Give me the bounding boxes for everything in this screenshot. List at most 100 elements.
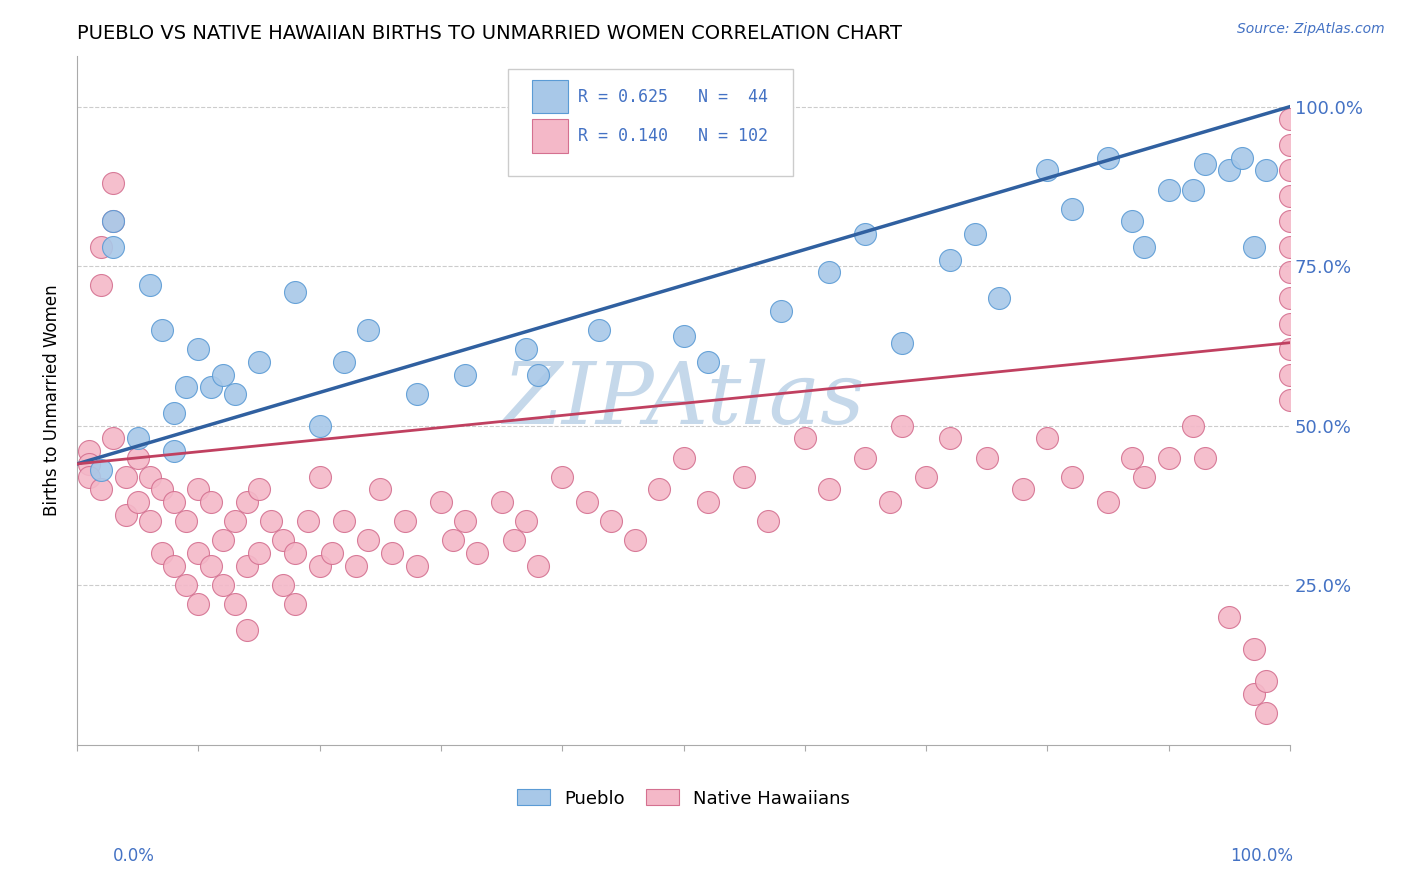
Point [502, 533, 524, 548]
Point [163, 444, 186, 458]
Point [163, 495, 186, 509]
Text: Source: ZipAtlas.com: Source: ZipAtlas.com [1237, 22, 1385, 37]
Point [1279, 342, 1302, 356]
Point [77, 457, 100, 471]
Point [855, 227, 877, 242]
Point [1121, 214, 1143, 228]
Point [758, 514, 780, 528]
Point [308, 418, 330, 433]
Point [527, 558, 550, 573]
Point [103, 214, 125, 228]
Point [1279, 240, 1302, 254]
Point [939, 252, 962, 267]
Point [90, 240, 112, 254]
Point [211, 368, 233, 382]
Point [127, 450, 149, 465]
Text: 0.0%: 0.0% [112, 847, 155, 865]
Point [890, 418, 912, 433]
Point [405, 558, 427, 573]
Point [939, 431, 962, 445]
Point [357, 323, 380, 337]
Point [1230, 151, 1253, 165]
Point [127, 495, 149, 509]
Point [77, 469, 100, 483]
Point [441, 533, 464, 548]
Point [103, 176, 125, 190]
Point [394, 514, 416, 528]
Point [200, 495, 222, 509]
Point [163, 558, 186, 573]
Point [915, 469, 938, 483]
Point [527, 368, 550, 382]
Point [1279, 189, 1302, 203]
Point [696, 355, 718, 369]
Point [624, 533, 647, 548]
Point [77, 444, 100, 458]
Text: ZIPAtlas: ZIPAtlas [502, 359, 865, 442]
Legend: Pueblo, Native Hawaiians: Pueblo, Native Hawaiians [510, 782, 858, 814]
Point [515, 342, 537, 356]
Point [224, 514, 246, 528]
Point [551, 469, 574, 483]
Point [103, 431, 125, 445]
Point [174, 514, 197, 528]
Point [271, 533, 294, 548]
Y-axis label: Births to Unmarried Women: Births to Unmarried Women [44, 285, 60, 516]
Point [1279, 214, 1302, 228]
Point [793, 431, 815, 445]
Point [672, 329, 695, 343]
Point [90, 463, 112, 477]
Point [1279, 265, 1302, 279]
Point [187, 342, 209, 356]
Text: R = 0.625   N =  44: R = 0.625 N = 44 [578, 88, 768, 106]
Point [344, 558, 367, 573]
Point [1279, 393, 1302, 408]
Point [103, 214, 125, 228]
Point [224, 597, 246, 611]
Point [1133, 240, 1156, 254]
Point [187, 546, 209, 560]
Point [672, 450, 695, 465]
Point [284, 546, 307, 560]
Point [1254, 163, 1277, 178]
Point [271, 578, 294, 592]
Point [1279, 137, 1302, 152]
Point [333, 355, 356, 369]
Point [200, 380, 222, 394]
Point [381, 546, 404, 560]
Point [1181, 418, 1204, 433]
Point [357, 533, 380, 548]
Point [1279, 112, 1302, 127]
Point [1194, 157, 1216, 171]
Point [1157, 183, 1180, 197]
Point [284, 285, 307, 299]
Point [1279, 163, 1302, 178]
Point [1181, 183, 1204, 197]
Point [963, 227, 986, 242]
Point [515, 514, 537, 528]
Point [987, 291, 1010, 305]
Point [855, 450, 877, 465]
Point [247, 546, 270, 560]
Point [370, 483, 392, 497]
Point [1254, 706, 1277, 720]
Point [236, 623, 259, 637]
Point [430, 495, 453, 509]
Point [114, 469, 136, 483]
Point [284, 597, 307, 611]
Point [976, 450, 998, 465]
Point [1060, 469, 1083, 483]
Point [90, 483, 112, 497]
Point [454, 514, 477, 528]
Point [1254, 673, 1277, 688]
Point [211, 578, 233, 592]
Point [696, 495, 718, 509]
Point [405, 386, 427, 401]
FancyBboxPatch shape [508, 70, 793, 176]
Point [1243, 687, 1265, 701]
Point [174, 380, 197, 394]
Point [1157, 450, 1180, 465]
Point [599, 514, 621, 528]
Point [1060, 202, 1083, 216]
Text: 100.0%: 100.0% [1230, 847, 1294, 865]
